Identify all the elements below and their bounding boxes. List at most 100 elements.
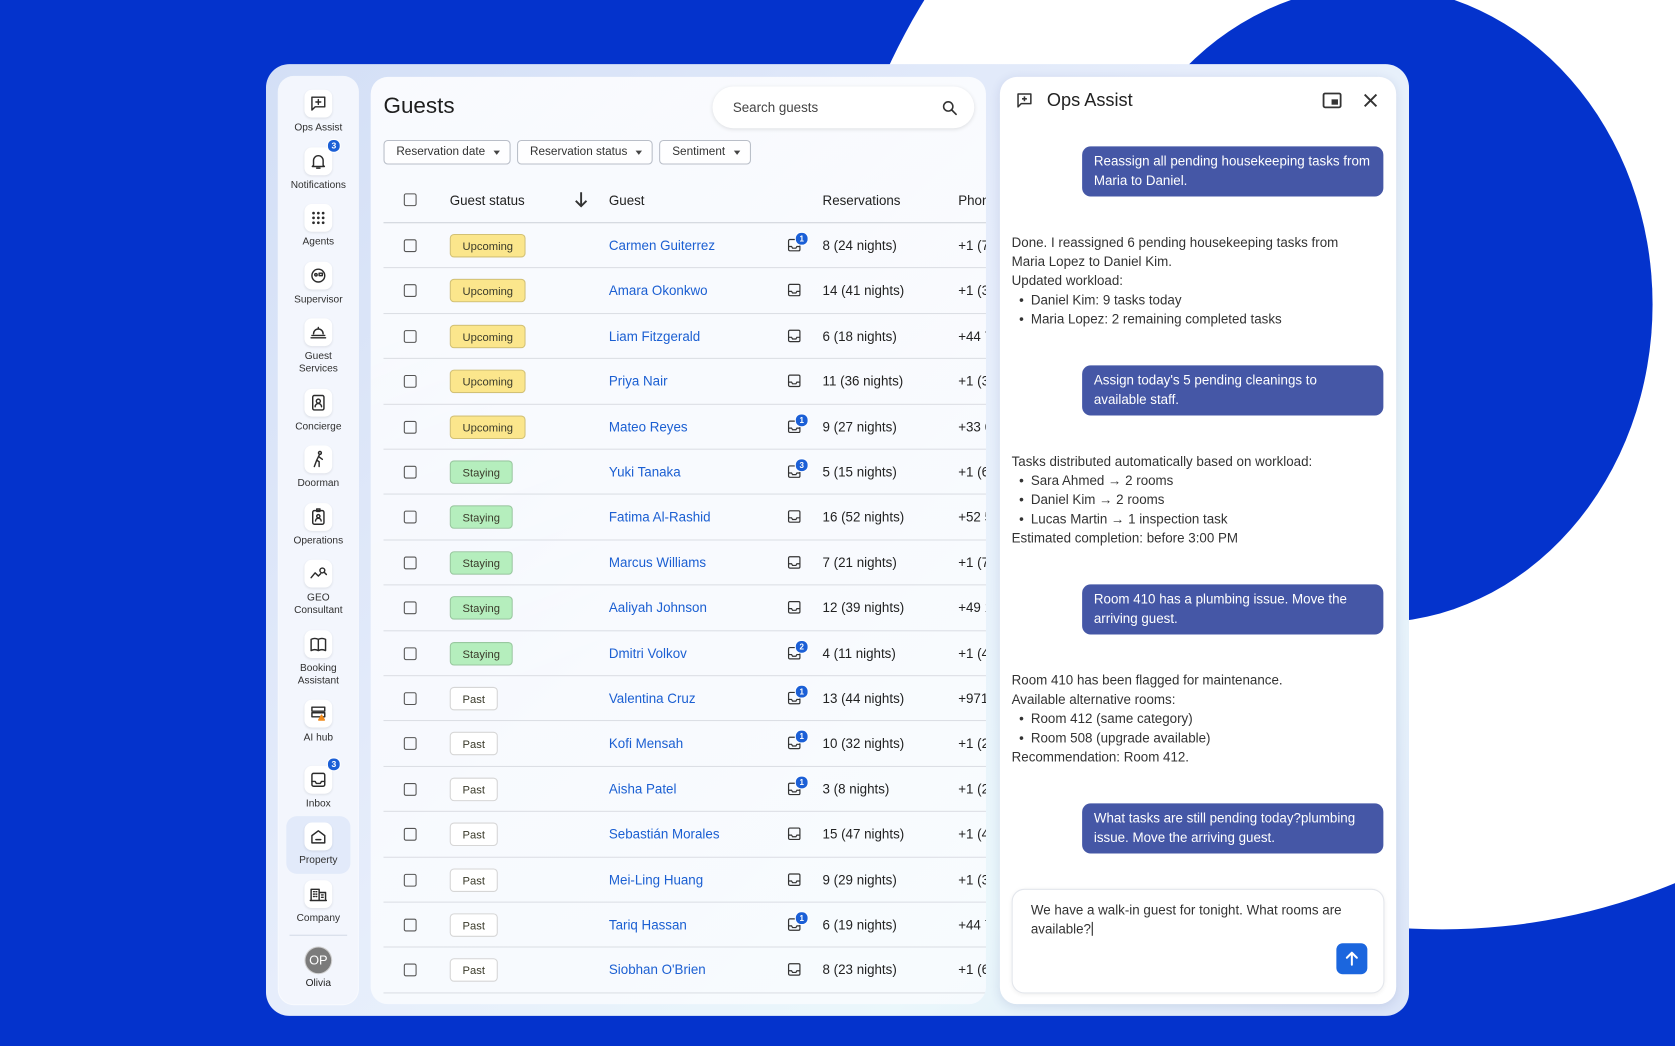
row-checkbox[interactable] bbox=[403, 284, 417, 298]
table-row[interactable]: Past Sebastián Morales 15 (47 nights) +1 (4 bbox=[383, 812, 986, 858]
nav-item[interactable]: AI hub bbox=[286, 699, 350, 745]
guest-name[interactable]: Liam Fitzgerald bbox=[608, 328, 701, 344]
input-text[interactable]: We have a walk-in guest for tonight. Wha… bbox=[1031, 901, 1351, 939]
nav-item[interactable]: Booking Assistant bbox=[286, 629, 350, 688]
filter-dropdown[interactable]: Sentiment bbox=[659, 139, 751, 165]
table-row[interactable]: Upcoming Mateo Reyes 1 9 (27 nights) +33 6 bbox=[383, 404, 986, 450]
column-header[interactable]: Guest status bbox=[449, 193, 525, 209]
row-checkbox[interactable] bbox=[403, 329, 417, 343]
guest-name[interactable]: Amara Okonkwo bbox=[608, 283, 708, 299]
messages-icon[interactable]: 2 bbox=[786, 639, 809, 661]
nav-item[interactable]: 3 Inbox bbox=[286, 756, 350, 810]
nav-item[interactable]: Company bbox=[286, 879, 350, 925]
filter-dropdown[interactable]: Reservation status bbox=[517, 139, 653, 165]
messages-icon[interactable] bbox=[786, 826, 802, 842]
guest-name[interactable]: Marcus Williams bbox=[608, 555, 707, 571]
guest-name[interactable]: Carmen Guiterrez bbox=[608, 238, 716, 254]
nav-item[interactable]: Supervisor bbox=[286, 261, 350, 306]
picture-in-picture-button[interactable] bbox=[1322, 92, 1342, 109]
table-row[interactable]: Upcoming Priya Nair 11 (36 nights) +1 (3 bbox=[383, 359, 986, 405]
row-checkbox[interactable] bbox=[403, 963, 417, 977]
messages-icon[interactable]: 1 bbox=[786, 911, 809, 933]
row-checkbox[interactable] bbox=[403, 375, 417, 388]
table-row[interactable]: Past Valentina Cruz 1 13 (44 nights) +971 bbox=[383, 676, 986, 722]
row-checkbox[interactable] bbox=[403, 646, 417, 660]
table-row[interactable]: Past Mei-Ling Huang 9 (29 nights) +1 (3 bbox=[383, 857, 986, 903]
row-checkbox[interactable] bbox=[403, 511, 417, 524]
guest-name[interactable]: Dmitri Volkov bbox=[608, 645, 687, 661]
table-row[interactable]: Staying Yuki Tanaka 3 5 (15 nights) +1 (6 bbox=[383, 450, 986, 496]
nav-item[interactable]: Operations bbox=[286, 502, 350, 548]
column-header[interactable]: Guest bbox=[608, 193, 645, 209]
row-checkbox[interactable] bbox=[403, 692, 417, 706]
table-row[interactable]: Upcoming Amara Okonkwo 14 (41 nights) +1 (3 bbox=[383, 269, 986, 314]
nav-item[interactable]: Guest Services bbox=[286, 318, 350, 376]
guest-name[interactable]: Aaliyah Johnson bbox=[608, 600, 707, 616]
nav-item[interactable]: Concierge bbox=[286, 388, 350, 433]
table-row[interactable]: Staying Aaliyah Johnson 12 (39 nights) +49 … bbox=[383, 586, 986, 631]
nav-item[interactable]: 3 Notifications bbox=[286, 138, 350, 192]
table-row[interactable]: Staying Marcus Williams 7 (21 nights) +1 (7 bbox=[383, 540, 986, 586]
messages-icon[interactable] bbox=[786, 554, 802, 570]
table-row[interactable]: Past Kofi Mensah 1 10 (32 nights) +1 (2 bbox=[383, 721, 986, 767]
row-checkbox[interactable] bbox=[403, 465, 417, 479]
row-checkbox[interactable] bbox=[403, 918, 417, 932]
guest-name[interactable]: Yuki Tanaka bbox=[608, 464, 681, 480]
messages-icon[interactable] bbox=[786, 871, 802, 887]
messages-icon[interactable] bbox=[786, 328, 802, 344]
guest-name[interactable]: Priya Nair bbox=[608, 374, 668, 390]
nav-icon: 3 bbox=[304, 138, 341, 175]
row-checkbox[interactable] bbox=[403, 737, 417, 751]
row-checkbox[interactable] bbox=[403, 873, 417, 887]
nav-item[interactable]: Agents bbox=[286, 204, 350, 249]
filter-dropdown[interactable]: Reservation date bbox=[383, 139, 511, 165]
messages-icon[interactable]: 1 bbox=[786, 231, 809, 253]
nav-item[interactable]: Ops Assist bbox=[286, 89, 350, 135]
table-row[interactable]: Upcoming Liam Fitzgerald 6 (18 nights) +44 … bbox=[383, 314, 986, 360]
guest-name[interactable]: Sebastián Morales bbox=[608, 827, 720, 842]
messages-icon[interactable] bbox=[786, 599, 802, 615]
row-checkbox[interactable] bbox=[403, 782, 417, 796]
search-box[interactable]: Search guests bbox=[712, 86, 975, 129]
select-all-checkbox[interactable] bbox=[403, 193, 417, 207]
nav-item[interactable]: GEO Consultant bbox=[286, 559, 350, 618]
messages-icon[interactable]: 1 bbox=[786, 684, 809, 706]
row-checkbox[interactable] bbox=[403, 601, 417, 615]
nav-item[interactable]: Property bbox=[286, 816, 351, 874]
row-checkbox[interactable] bbox=[403, 239, 417, 253]
sort-arrow[interactable] bbox=[574, 191, 589, 208]
messages-icon[interactable] bbox=[786, 962, 802, 978]
messages-icon[interactable]: 1 bbox=[786, 412, 809, 434]
guest-name[interactable]: Mateo Reyes bbox=[608, 419, 688, 435]
messages-icon[interactable]: 1 bbox=[786, 775, 809, 797]
guest-name[interactable]: Valentina Cruz bbox=[608, 691, 696, 707]
nav-item[interactable]: Doorman bbox=[286, 445, 350, 490]
column-header[interactable]: Phone bbox=[958, 193, 986, 209]
guest-name[interactable]: Kofi Mensah bbox=[608, 736, 684, 752]
guest-name[interactable]: Fatima Al-Rashid bbox=[608, 509, 711, 525]
column-header[interactable]: Reservations bbox=[822, 193, 901, 209]
table-row[interactable]: Staying Fatima Al-Rashid 16 (52 nights) +52… bbox=[383, 495, 986, 541]
message-input[interactable]: We have a walk-in guest for tonight. Wha… bbox=[1011, 888, 1385, 994]
send-button[interactable] bbox=[1336, 943, 1368, 975]
guest-name[interactable]: Siobhan O'Brien bbox=[608, 962, 706, 978]
guest-name[interactable]: Mei-Ling Huang bbox=[608, 872, 704, 888]
messages-icon[interactable] bbox=[786, 373, 802, 389]
close-button[interactable] bbox=[1363, 93, 1378, 108]
row-checkbox[interactable] bbox=[403, 828, 417, 841]
table-row[interactable]: Past Tariq Hassan 1 6 (19 nights) +44 7 bbox=[383, 903, 986, 948]
row-checkbox[interactable] bbox=[403, 556, 417, 570]
guest-name[interactable]: Tariq Hassan bbox=[608, 917, 687, 933]
messages-icon[interactable] bbox=[786, 282, 802, 298]
row-checkbox[interactable] bbox=[403, 420, 417, 434]
table-row[interactable]: Upcoming Carmen Guiterrez 1 8 (24 nights) +1… bbox=[383, 223, 986, 269]
guest-name[interactable]: Aisha Patel bbox=[608, 781, 677, 797]
table-row[interactable]: Staying Dmitri Volkov 2 4 (11 nights) +1 (4 bbox=[383, 631, 986, 677]
avatar[interactable]: OP bbox=[305, 947, 332, 974]
messages-icon[interactable] bbox=[786, 509, 802, 525]
phone: +49 1 bbox=[958, 600, 986, 616]
messages-icon[interactable]: 1 bbox=[786, 730, 809, 751]
messages-icon[interactable]: 3 bbox=[786, 458, 809, 480]
table-row[interactable]: Past Aisha Patel 1 3 (8 nights) +1 (2 bbox=[383, 767, 986, 813]
table-row[interactable]: Past Siobhan O'Brien 8 (23 nights) +1 (6 bbox=[383, 948, 986, 994]
